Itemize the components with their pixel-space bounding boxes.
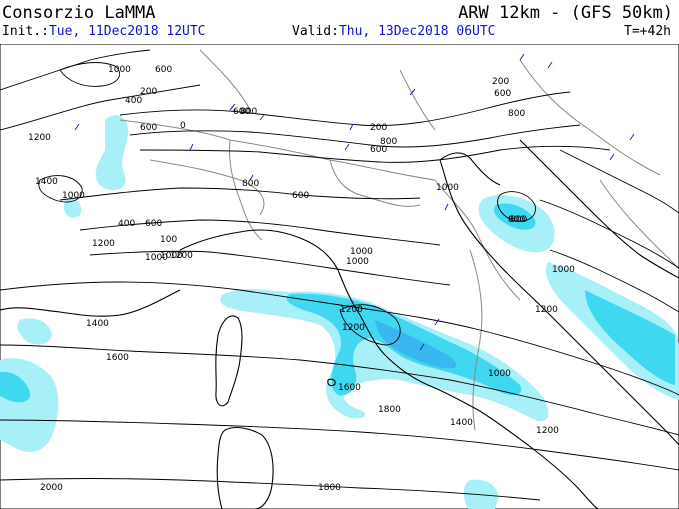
adriatic-west-coast xyxy=(439,159,679,446)
contour-label: 1600 xyxy=(106,353,129,363)
contour-label: 200 xyxy=(370,123,387,133)
contour-label: 1200 xyxy=(340,305,363,315)
contour-label: 600 xyxy=(155,65,172,75)
contour-labels: 1000 600 200 400 600 0 600 1200 1400 100… xyxy=(28,65,575,493)
ligurian-coast xyxy=(179,229,361,316)
precip-area-corsica xyxy=(17,318,52,345)
contour-label: 1000 xyxy=(488,369,511,379)
contour-label: 1000 xyxy=(436,183,459,193)
contour-label: 1000 xyxy=(145,253,168,263)
contour-label: 600 xyxy=(233,107,250,117)
map-header: Consorzio LaMMA ARW 12km - (GFS 50km) In… xyxy=(0,0,679,44)
coastlines xyxy=(0,139,679,509)
contour-label: 1200 xyxy=(342,323,365,333)
france-coast xyxy=(0,289,181,317)
precip-area-balkans-core xyxy=(585,290,675,385)
producer-title: Consorzio LaMMA xyxy=(2,3,156,23)
contour-label: 100 xyxy=(160,235,177,245)
contour-label: 800 xyxy=(380,137,397,147)
contour-label: 1200 xyxy=(28,133,51,143)
elba-island xyxy=(327,378,336,387)
valid-value: Thu, 13Dec2018 06UTC xyxy=(338,24,496,39)
precip-area-alps xyxy=(95,115,129,191)
init-time: Init.:Tue, 11Dec2018 12UTC xyxy=(2,24,206,39)
contour-label: 0 xyxy=(180,121,186,131)
contour-label: 600 xyxy=(292,191,309,201)
contour-label: 1600 xyxy=(338,383,361,393)
contour-label: 1000 xyxy=(108,65,131,75)
contour-label: 400 xyxy=(118,219,135,229)
adriatic-east-coast xyxy=(519,139,679,279)
precipitation-layer xyxy=(0,115,679,509)
istria-coast xyxy=(439,152,501,186)
contour-label: 800 xyxy=(508,109,525,119)
model-title: ARW 12km - (GFS 50km) xyxy=(458,3,673,23)
contour-label: 600 xyxy=(494,89,511,99)
sardinia-outline xyxy=(216,426,274,509)
contour-label: 2000 xyxy=(40,483,63,493)
forecast-timestep: T=+42h xyxy=(624,24,671,39)
contour-label: 1000 xyxy=(346,257,369,267)
contour-label: 1200 xyxy=(170,251,193,261)
contour-label: 1000 xyxy=(350,247,373,257)
contour-label: 800 xyxy=(242,179,259,189)
precip-area-west-alps xyxy=(63,198,82,218)
contour-label: 1400 xyxy=(35,177,58,187)
valid-label: Valid: xyxy=(292,24,339,39)
tyrrhenian-coast xyxy=(359,314,599,509)
contour-label: 1000 xyxy=(62,191,85,201)
weather-map: 1000 600 200 400 600 0 600 1200 1400 100… xyxy=(0,44,679,509)
contour-label: 800 xyxy=(510,215,527,225)
precip-area-west-sea-core xyxy=(0,371,31,403)
contour-label: 800 xyxy=(240,107,257,117)
precip-area-italy-band xyxy=(220,288,549,422)
precip-area-italy-core xyxy=(286,293,522,396)
contour-label: 600 xyxy=(370,145,387,155)
contour-label: 1400 xyxy=(86,319,109,329)
contour-label: 1200 xyxy=(536,426,559,436)
contour-label: 1000 xyxy=(160,251,183,261)
valid-time: Valid:Thu, 13Dec2018 06UTC xyxy=(292,24,496,39)
contour-label: 1800 xyxy=(318,483,341,493)
contour-label: 1400 xyxy=(450,418,473,428)
precip-area-adriatic-north-core xyxy=(493,203,536,230)
init-value: Tue, 11Dec2018 12UTC xyxy=(48,24,206,39)
contour-label: 600 xyxy=(145,219,162,229)
init-label: Init.: xyxy=(2,24,49,39)
contour-label: 200 xyxy=(492,77,509,87)
contour-label: 1200 xyxy=(92,239,115,249)
contour-label: 1800 xyxy=(378,405,401,415)
contour-label: 200 xyxy=(140,87,157,97)
contour-label: 400 xyxy=(125,96,142,106)
precip-area-italy-heavy xyxy=(375,320,457,369)
contour-label: 800 xyxy=(508,215,525,225)
contour-label: 600 xyxy=(140,123,157,133)
corsica-outline xyxy=(215,315,243,407)
contour-label: 1200 xyxy=(535,305,558,315)
contour-lines xyxy=(0,49,679,501)
contour-label: 1000 xyxy=(552,265,575,275)
wind-markers xyxy=(74,53,635,351)
